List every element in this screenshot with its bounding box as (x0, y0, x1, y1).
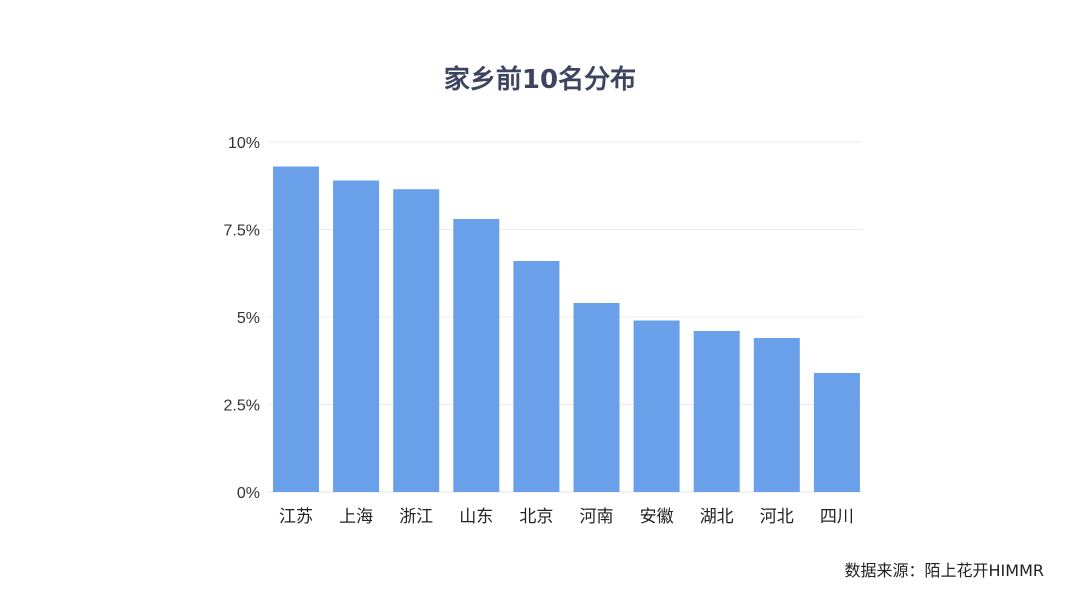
x-tick-label: 河南 (580, 507, 614, 527)
x-tick-label: 上海 (339, 507, 373, 527)
bar (513, 261, 560, 492)
bar (333, 180, 380, 492)
x-tick-label: 河北 (760, 507, 794, 527)
x-tick-label: 江苏 (279, 507, 313, 527)
x-tick-label: 安徽 (640, 507, 674, 527)
x-tick-label: 北京 (519, 507, 553, 527)
bar (633, 320, 680, 492)
bars (273, 166, 860, 492)
bar (573, 303, 620, 492)
x-tick-label: 山东 (459, 507, 493, 527)
y-tick-label: 7.5% (224, 223, 260, 240)
data-source: 数据来源：陌上花开HIMMR (845, 561, 1044, 580)
chart-title: 家乡前10名分布 (444, 64, 636, 95)
y-tick-label: 10% (228, 135, 260, 152)
bar (393, 189, 440, 492)
bar (813, 373, 860, 492)
x-tick-label: 浙江 (399, 507, 433, 527)
bar (273, 166, 319, 492)
y-tick-label: 2.5% (224, 398, 260, 415)
x-tick-label: 湖北 (700, 507, 734, 527)
x-tick-label: 四川 (820, 507, 854, 527)
x-axis-labels: 江苏 上海 浙江 山东 北京 河南 安徽 湖北 河北 四川 (279, 507, 854, 527)
bar (753, 338, 800, 492)
bar (453, 219, 500, 492)
y-axis-ticks: 0% 2.5% 5% 7.5% 10% (224, 135, 260, 502)
y-tick-label: 5% (237, 310, 260, 327)
bar (693, 331, 740, 492)
y-tick-label: 0% (237, 485, 260, 502)
